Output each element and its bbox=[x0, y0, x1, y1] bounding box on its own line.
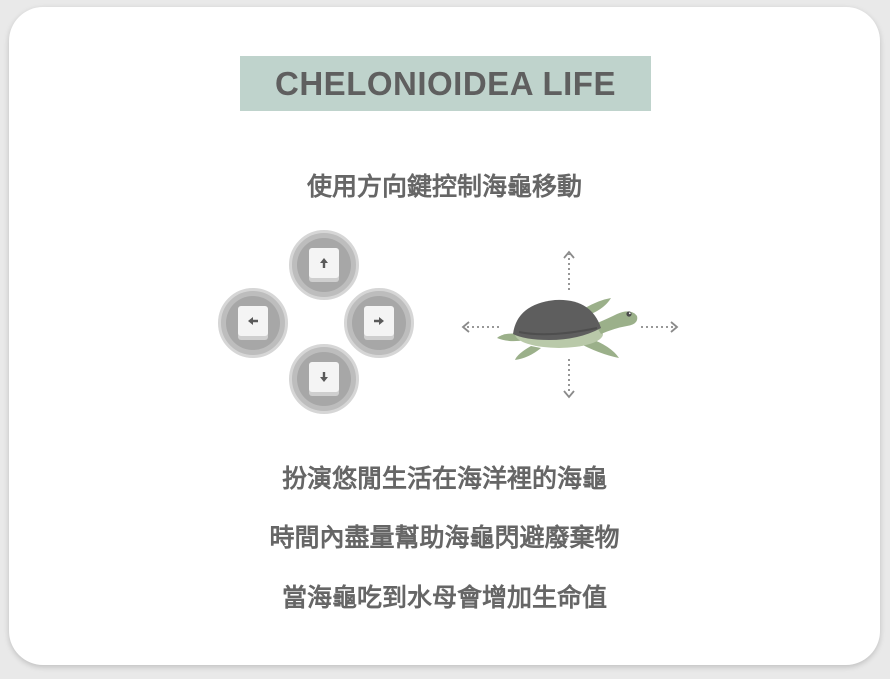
description-line-3: 當海龜吃到水母會增加生命值 bbox=[281, 583, 607, 612]
arrow-up-icon bbox=[563, 250, 575, 259]
instructions-card: CHELONIOIDEA LIFE 使用方向鍵控制海龜移動 bbox=[9, 7, 880, 665]
arrow-up-icon bbox=[320, 258, 328, 268]
arrow-left-icon bbox=[248, 317, 258, 325]
turtle-movement-diagram bbox=[459, 242, 689, 407]
arrow-up-key bbox=[289, 230, 359, 300]
arrow-right-key bbox=[344, 288, 414, 358]
arrow-left-icon bbox=[461, 321, 470, 333]
control-instruction: 使用方向鍵控制海龜移動 bbox=[306, 172, 582, 201]
game-title: CHELONIOIDEA LIFE bbox=[275, 64, 616, 102]
sea-turtle-icon bbox=[497, 298, 638, 360]
arrow-right-icon bbox=[670, 321, 679, 333]
arrow-keys-diagram bbox=[216, 230, 416, 415]
arrow-left-key bbox=[218, 288, 288, 358]
direction-arrows bbox=[465, 254, 675, 394]
description-line-1: 扮演悠閒生活在海洋裡的海龜 bbox=[281, 464, 607, 493]
arrow-down-icon bbox=[563, 390, 575, 399]
arrow-down-key bbox=[289, 344, 359, 414]
description-line-2: 時間內盡量幫助海龜閃避廢棄物 bbox=[269, 523, 620, 552]
arrow-down-icon bbox=[320, 372, 328, 382]
title-banner: CHELONIOIDEA LIFE bbox=[240, 56, 651, 111]
arrow-right-icon bbox=[374, 317, 384, 325]
